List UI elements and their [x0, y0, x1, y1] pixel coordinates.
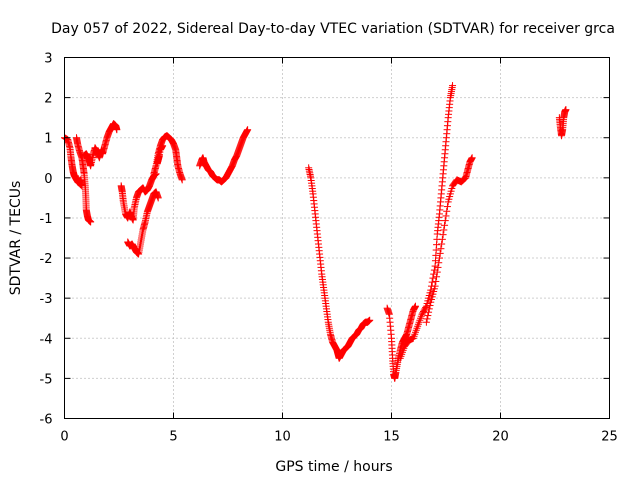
data-point — [427, 286, 435, 294]
x-tick-label: 20 — [492, 430, 509, 445]
y-tick-label: 2 — [44, 92, 52, 107]
grid-lines — [64, 57, 610, 419]
data-points — [61, 82, 570, 382]
data-point-fill — [434, 263, 442, 271]
y-tick-label: 1 — [44, 132, 52, 147]
data-point — [154, 194, 162, 202]
data-point — [178, 176, 186, 184]
y-tick-label: -5 — [40, 372, 53, 387]
data-point-fill — [425, 305, 433, 313]
x-axis-label: GPS time / hours — [275, 459, 392, 475]
data-point-fill — [436, 249, 444, 257]
data-point-fill — [433, 268, 441, 276]
data-point — [440, 226, 448, 234]
data-point — [431, 282, 439, 290]
data-point-fill — [423, 315, 431, 323]
x-tick-label: 5 — [169, 430, 177, 445]
data-point — [366, 316, 374, 324]
data-point — [411, 302, 419, 310]
y-tick-label: -1 — [40, 212, 53, 227]
x-tick-label: 25 — [601, 430, 618, 445]
x-tick-labels: 0 5 10 15 20 25 — [60, 430, 617, 445]
data-point-fill — [425, 308, 433, 316]
x-tick-label: 0 — [60, 430, 68, 445]
y-tick-label: -4 — [40, 332, 53, 347]
data-point — [435, 254, 443, 262]
data-point — [87, 218, 95, 226]
chart-title: Day 057 of 2022, Sidereal Day-to-day VTE… — [51, 21, 615, 37]
y-tick-label: -3 — [40, 292, 53, 307]
data-point — [244, 126, 252, 134]
data-point-fill — [441, 221, 449, 229]
data-point — [422, 318, 430, 326]
data-point-fill — [426, 302, 434, 310]
y-axis-label: SDTVAR / TECUs — [8, 181, 24, 296]
y-tick-label: -6 — [40, 413, 53, 428]
axis-ticks — [64, 57, 610, 419]
y-tick-label: -2 — [40, 252, 53, 267]
y-tick-label: 0 — [44, 172, 52, 187]
data-point-fill — [443, 203, 451, 211]
data-point-fill — [422, 304, 430, 312]
data-point-fill — [432, 277, 440, 285]
x-tick-label: 15 — [383, 430, 400, 445]
data-point — [449, 82, 457, 90]
data-point-fill — [435, 259, 443, 267]
data-point-fill — [442, 212, 450, 220]
data-point-fill — [441, 217, 449, 225]
data-point-fill — [433, 273, 441, 281]
x-tick-label: 10 — [274, 430, 291, 445]
data-point-fill — [429, 274, 437, 282]
data-point-fill — [428, 278, 436, 286]
data-point-fill — [437, 245, 445, 253]
data-point — [71, 172, 79, 180]
data-point-fill — [438, 240, 446, 248]
data-point-fill — [439, 231, 447, 239]
data-point-fill — [438, 235, 446, 243]
data-point — [113, 126, 121, 134]
y-tick-label: 3 — [44, 52, 52, 67]
data-point — [159, 142, 167, 150]
data-point — [468, 154, 476, 162]
plot-frame — [64, 57, 610, 419]
data-point — [562, 106, 570, 114]
data-point-fill — [424, 312, 432, 320]
y-tick-labels: -6 -5 -4 -3 -2 -1 0 1 2 3 — [40, 52, 53, 428]
data-point-fill — [443, 207, 451, 215]
